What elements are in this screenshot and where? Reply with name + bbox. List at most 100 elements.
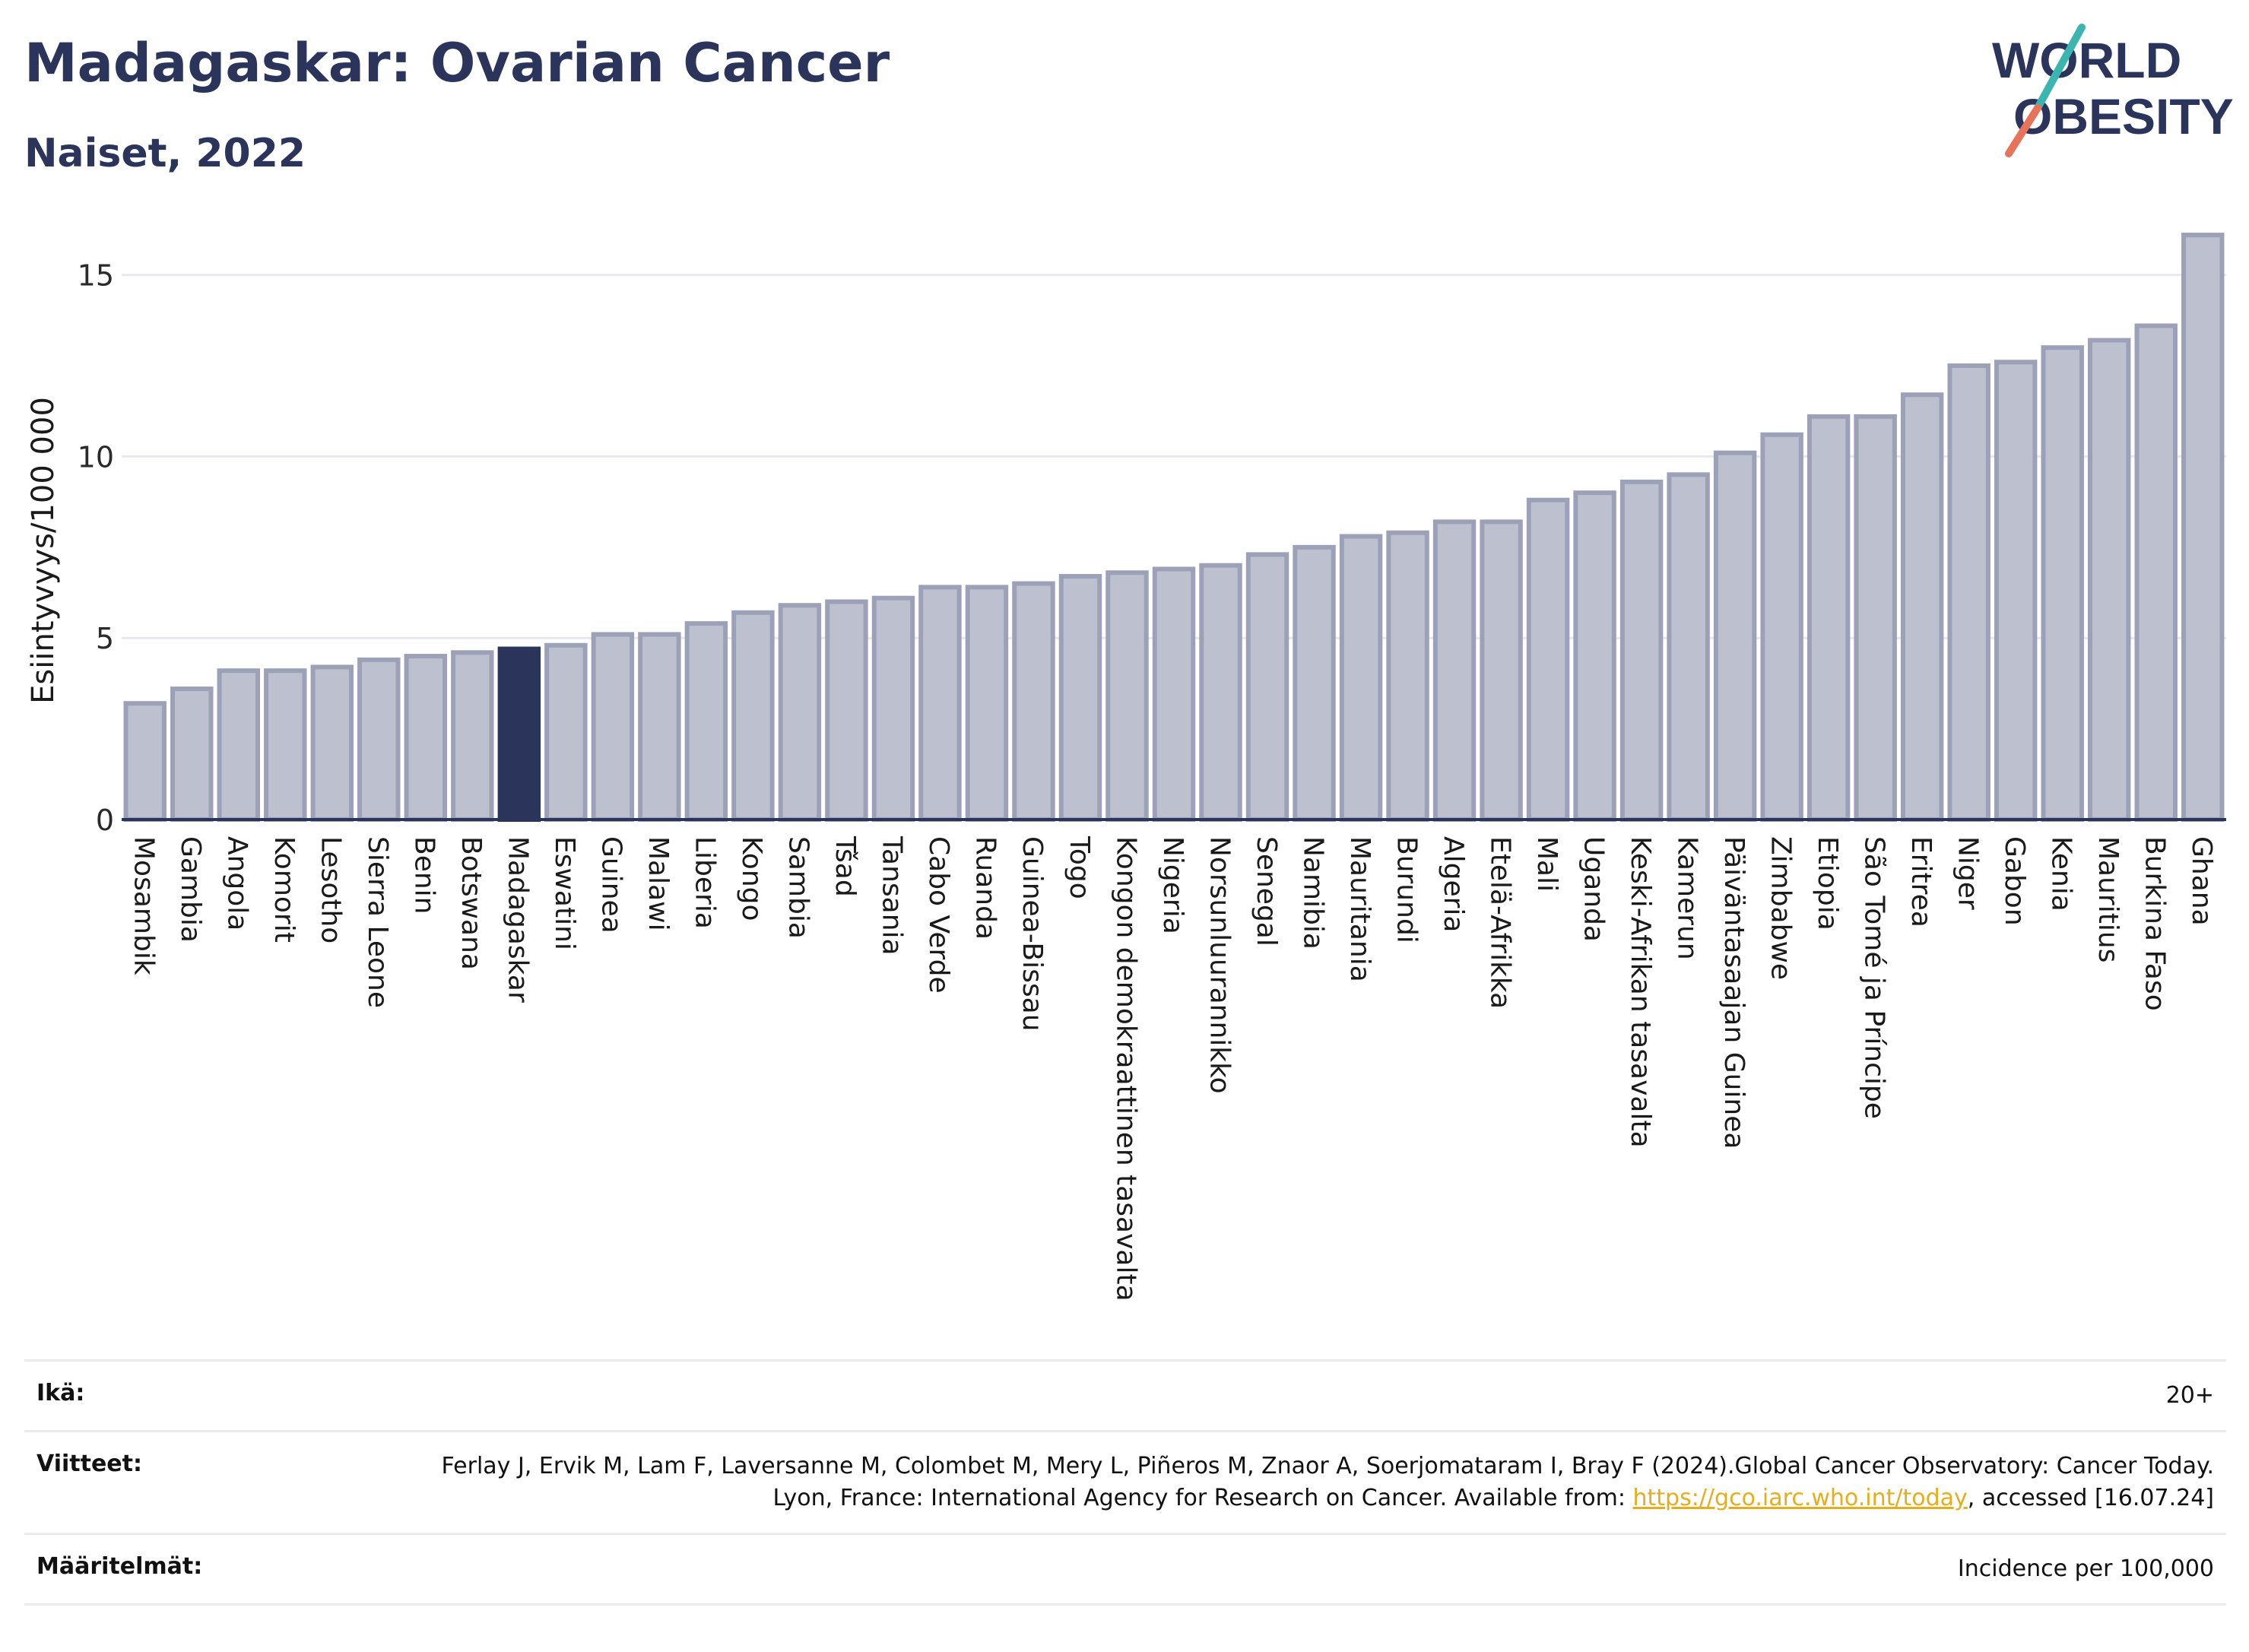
bar-mali [1526,497,1570,822]
x-tick-label: Lesotho [316,836,347,943]
page-subtitle: Naiset, 2022 [24,131,306,176]
bar-kongo [731,610,775,822]
x-tick-label: Togo [1064,836,1095,899]
references-value: Ferlay J, Ervik M, Lam F, Laversanne M, … [420,1451,2214,1514]
y-axis-label: Esiintyvyys/100 000 [26,397,61,704]
bar-gabon [1994,360,2038,823]
bar-norsunluurannikko [1199,563,1242,822]
page-title: Madagaskar: Ovarian Cancer [24,32,890,94]
bar-t-ad [825,599,868,822]
age-value: 20+ [2165,1382,2214,1409]
logo-slash-coral [2005,104,2041,157]
x-tick-label: Keski-Afrikan tasavalta [1625,836,1656,1148]
x-tick-label: Kamerun [1671,836,1702,960]
bar-ghana [2181,233,2225,822]
x-tick-label: Mauritius [2092,836,2124,962]
bar-kamerun [1667,472,1710,822]
references-accessed: , accessed [16.07.24] [1967,1485,2214,1511]
age-label: Ikä: [36,1380,85,1406]
bar-guinea-bissau [1012,581,1055,822]
bar-botswana [451,650,494,822]
x-tick-label: Burundi [1391,836,1422,943]
x-tick-label: Etiopia [1812,836,1843,931]
x-tick-label: Algeria [1438,836,1469,933]
x-tick-label: Kenia [2045,836,2076,912]
bars [123,233,2225,823]
x-tick-label: Uganda [1578,836,1609,942]
x-tick-label: Guinea [596,836,627,934]
bar-ruanda [965,585,1009,822]
bar-senegal [1245,552,1289,822]
x-tick-label: Tšad [829,836,861,897]
definitions-label: Määritelmät: [36,1553,203,1580]
footer-row-age: Ikä: 20+ [24,1359,2226,1430]
bar-gambia [170,686,214,823]
x-tick-label: Madagaskar [503,836,534,1003]
footer-row-references: Viitteet: Ferlay J, Ervik M, Lam F, Lave… [24,1430,2226,1533]
y-tick-label: 0 [96,804,114,837]
bar-komorit [264,668,307,823]
references-label: Viitteet: [36,1451,142,1477]
bar-p-iv-ntasaajan-guinea [1713,450,1757,822]
y-tick-label: 15 [78,259,114,293]
x-tick-label: Liberia [690,836,721,929]
x-tick-label: Botswana [455,836,487,970]
x-tick-label: Mauritania [1344,836,1375,982]
category-labels: Mosambik Gambia Angola Komorit Lesotho Sierra… [128,836,2217,1302]
x-tick-label: Eswatini [549,836,580,950]
bar-benin [404,654,448,822]
x-tick-label: Benin [409,836,440,914]
x-tick-label: Kongon demokraattinen tasavalta [1110,836,1141,1302]
bar-burkina-faso [2134,323,2178,823]
x-tick-label: Ghana [2186,836,2217,926]
x-tick-label: Tansania [877,836,908,956]
x-tick-label: Niger [1952,836,1983,910]
bar-tansania [871,595,915,822]
bar-s-o-tom-ja-pr-ncipe [1854,414,1897,822]
x-tick-label: Senegal [1251,836,1282,946]
bar-eswatini [544,642,588,822]
bar-burundi [1386,530,1429,822]
bar-mauritania [1339,534,1383,822]
x-tick-label: Zimbabwe [1765,836,1796,980]
x-tick-label: Malawi [642,836,674,931]
x-tick-label: Komorit [268,836,300,943]
bar-sambia [778,603,822,822]
bar-nigeria [1152,566,1196,822]
y-tick-label: 10 [78,440,114,474]
bar-namibia [1293,544,1336,822]
x-tick-label: São Tomé ja Príncipe [1858,836,1889,1119]
x-tick-label: Gambia [175,836,206,943]
x-tick-label: Nigeria [1157,836,1188,934]
bar-angola [217,668,260,823]
logo-text-top: WORLD [1992,32,2181,88]
bar-liberia [684,621,728,822]
bar-niger [1947,363,1990,823]
bar-chart: 0 5 10 15 Esiintyvyys/100 000 Mosambik Gambia… [26,233,2226,1302]
bar-madagaskar [497,646,541,822]
logo-slash-teal [2034,24,2086,112]
x-tick-label: Etelä-Afrikka [1484,836,1515,1009]
x-tick-label: Sierra Leone [362,836,393,1008]
bar-mosambik [123,701,167,823]
logo-text-bottom: OBESITY [2013,88,2234,144]
x-tick-label: Kongo [736,836,767,921]
footer-row-definitions: Määritelmät: Incidence per 100,000 [24,1533,2226,1606]
x-tick-label: Gabon [1999,836,2030,926]
bar-malawi [638,632,681,822]
bar-algeria [1432,519,1477,822]
x-tick-label: Mali [1531,836,1562,892]
bar-eritrea [1900,392,1944,822]
bar-cabo-verde [918,585,962,822]
definitions-value: Incidence per 100,000 [1957,1555,2214,1582]
x-tick-label: Ruanda [970,836,1001,940]
bar-guinea [591,632,635,822]
bar-kenia [2041,345,2084,823]
references-link[interactable]: https://gco.iarc.who.int/today [1632,1485,1968,1511]
x-tick-label: Sambia [783,836,814,939]
x-tick-label: Cabo Verde [923,836,954,994]
bar-etel-afrikka [1480,519,1523,822]
bar-lesotho [310,664,354,822]
x-tick-label: Mosambik [128,836,160,975]
references-text: Ferlay J, Ervik M, Lam F, Laversanne M, … [441,1453,2214,1511]
